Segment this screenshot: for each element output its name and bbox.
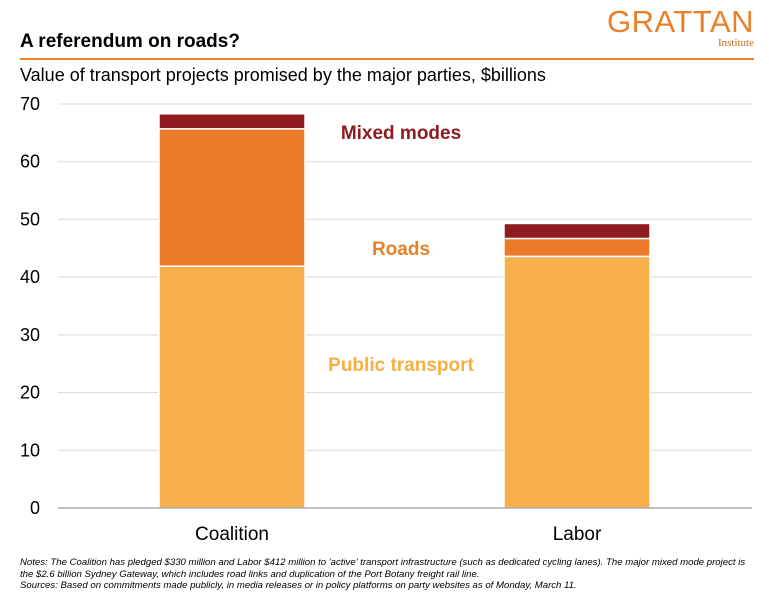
sources-text: Sources: Based on commitments made publi… xyxy=(20,580,577,591)
series-label-mixed-modes: Mixed modes xyxy=(341,123,461,144)
title-divider xyxy=(20,58,754,60)
y-tick-label: 60 xyxy=(20,152,40,172)
y-tick-label: 40 xyxy=(20,267,40,287)
grattan-logo: GRATTAN Institute xyxy=(606,4,754,50)
bar-segment-public-transport xyxy=(158,265,306,509)
y-tick-label: 20 xyxy=(20,383,40,403)
bar-segment-mixed-modes xyxy=(503,222,651,240)
bar-segment-roads xyxy=(158,128,306,267)
logo-wordmark: GRATTAN xyxy=(606,4,754,39)
y-tick-label: 70 xyxy=(20,94,40,114)
chart-notes: Notes: The Coalition has pledged $330 mi… xyxy=(20,557,755,592)
x-tick-label: Labor xyxy=(553,524,602,545)
series-label-public-transport: Public transport xyxy=(328,355,474,376)
page-title: A referendum on roads? xyxy=(20,31,240,52)
notes-text: Notes: The Coalition has pledged $330 mi… xyxy=(20,557,746,580)
chart-subtitle: Value of transport projects promised by … xyxy=(20,65,546,85)
stacked-bar-chart: 0 10 20 30 40 50 60 70 Coalition Labor Mixed modes… xyxy=(20,94,752,545)
y-tick-label: 50 xyxy=(20,209,40,229)
y-tick-label: 10 xyxy=(20,440,40,460)
bar-segment-mixed-modes xyxy=(158,113,306,130)
bar-segment-public-transport xyxy=(503,255,651,509)
bar-segment-roads xyxy=(503,237,651,258)
y-tick-label: 0 xyxy=(30,498,40,518)
x-tick-label: Coalition xyxy=(195,524,269,545)
logo-subtext: Institute xyxy=(717,37,754,49)
y-tick-label: 30 xyxy=(20,325,40,345)
series-label-roads: Roads xyxy=(372,239,430,260)
